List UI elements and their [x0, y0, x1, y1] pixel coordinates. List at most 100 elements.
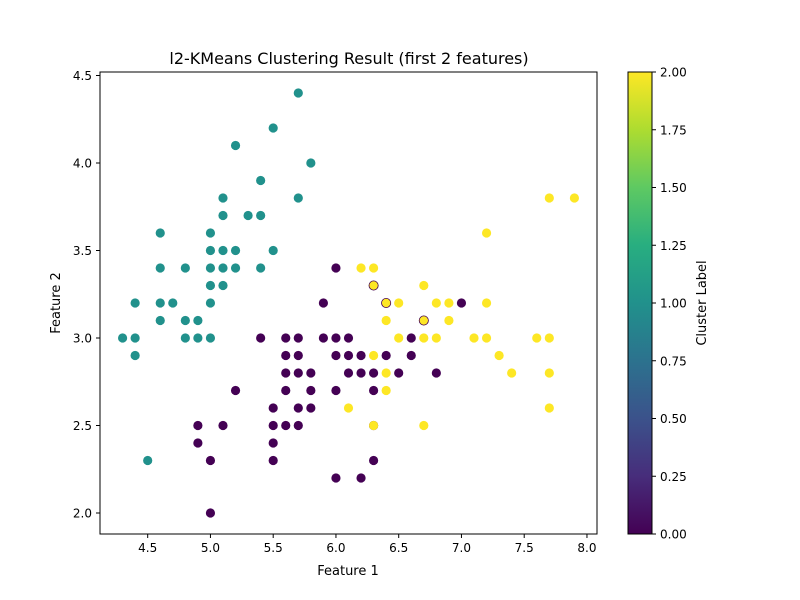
- scatter-point-cluster-0: [293, 333, 303, 343]
- scatter-point-cluster-0: [331, 333, 341, 343]
- scatter-point-cluster-2: [431, 333, 441, 343]
- scatter-point-cluster-0: [318, 333, 328, 343]
- scatter-point-cluster-0: [268, 438, 278, 448]
- scatter-point-cluster-0: [343, 368, 354, 378]
- scatter-point-cluster-0: [356, 350, 366, 361]
- points-layer: [117, 88, 580, 518]
- x-tick-label: 5.5: [264, 541, 283, 555]
- colorbar-tick-label: 1.25: [660, 239, 687, 253]
- scatter-point-cluster-0: [281, 420, 291, 431]
- scatter-point-cluster-1: [293, 193, 303, 203]
- scatter-point-cluster-0: [431, 368, 441, 378]
- colorbar-tick-label: 1.50: [660, 181, 687, 195]
- scatter-point-cluster-1: [306, 158, 316, 168]
- scatter-point-cluster-0: [331, 263, 341, 273]
- scatter-point-cluster-0: [293, 368, 303, 378]
- y-axis: 2.0 2.5 3.0 3.5 4.0 4.5: [73, 69, 100, 521]
- scatter-point-cluster-1: [130, 350, 140, 361]
- scatter-point-cluster-0: [293, 403, 303, 413]
- scatter-point-cluster-1: [193, 333, 203, 343]
- scatter-point-cluster-1: [205, 280, 216, 291]
- scatter-point-cluster-2: [569, 193, 580, 203]
- scatter-point-cluster-2: [369, 350, 379, 361]
- scatter-point-cluster-1: [268, 123, 278, 133]
- scatter-point-cluster-0: [306, 385, 316, 396]
- x-tick-label: 4.5: [138, 541, 157, 555]
- scatter-point-cluster-0: [381, 350, 391, 361]
- scatter-point-cluster-1: [230, 245, 241, 256]
- scatter-point-cluster-0: [293, 420, 303, 431]
- scatter-point-cluster-1: [205, 245, 216, 256]
- scatter-point-cluster-2: [419, 420, 429, 431]
- scatter-point-cluster-1: [117, 333, 128, 343]
- colorbar-label: Cluster Label: [695, 260, 710, 345]
- scatter-point-cluster-1: [180, 263, 190, 273]
- scatter-point-cluster-1: [218, 263, 228, 273]
- scatter-point-cluster-1: [256, 210, 266, 221]
- plot-frame: [100, 72, 597, 534]
- scatter-point-cluster-1: [205, 298, 216, 308]
- scatter-point-cluster-1: [155, 298, 165, 308]
- scatter-point-cluster-0: [331, 350, 341, 361]
- x-tick-label: 7.5: [515, 541, 534, 555]
- scatter-point-cluster-2: [419, 333, 429, 343]
- colorbar-tick-label: 0.50: [660, 412, 687, 426]
- scatter-point-cluster-0: [369, 455, 379, 466]
- scatter-point-overlap-outline: [418, 315, 429, 326]
- scatter-point-cluster-0: [318, 298, 328, 308]
- scatter-point-cluster-0: [256, 333, 266, 343]
- scatter-point-cluster-0: [406, 333, 416, 343]
- scatter-point-cluster-2: [532, 333, 542, 343]
- y-tick-label: 3.0: [73, 332, 92, 346]
- y-tick-label: 2.0: [73, 507, 92, 521]
- colorbar-gradient: [627, 71, 653, 535]
- scatter-point-cluster-1: [218, 245, 228, 256]
- scatter-point-overlap-outline: [368, 280, 379, 291]
- plot-border: [99, 71, 598, 535]
- scatter-point-cluster-2: [419, 280, 429, 291]
- scatter-point-cluster-2: [381, 385, 391, 396]
- scatter-point-cluster-0: [281, 350, 291, 361]
- x-tick-label: 5.0: [201, 541, 220, 555]
- scatter-point-cluster-1: [193, 315, 203, 326]
- x-axis: 4.5 5.0 5.5 6.0 6.5 7.0 7.5 8.0: [138, 534, 597, 555]
- x-tick-label: 8.0: [577, 541, 596, 555]
- colorbar-tick-label: 1.75: [660, 123, 687, 137]
- scatter-point-cluster-2: [544, 333, 554, 343]
- x-axis-label: Feature 1: [317, 564, 379, 579]
- scatter-point-cluster-1: [155, 263, 165, 273]
- y-tick-label: 4.5: [73, 69, 92, 83]
- colorbar-tick-label: 1.00: [660, 297, 687, 311]
- y-tick-label: 2.5: [73, 419, 92, 433]
- scatter-point-overlap-outline: [381, 297, 392, 308]
- colorbar-tick-label: 0.25: [660, 470, 687, 484]
- scatter-point-cluster-2: [507, 368, 517, 378]
- scatter-point-cluster-1: [155, 315, 165, 326]
- scatter-point-cluster-1: [205, 333, 216, 343]
- scatter-point-cluster-2: [419, 315, 429, 326]
- scatter-point-cluster-2: [394, 298, 404, 308]
- scatter-point-cluster-1: [218, 280, 228, 291]
- scatter-point-cluster-2: [431, 298, 441, 308]
- scatter-point-cluster-0: [331, 473, 341, 483]
- scatter-point-cluster-1: [230, 140, 241, 151]
- scatter-point-cluster-1: [180, 333, 190, 343]
- plot-area: 4.5 5.0 5.5 6.0 6.5 7.0 7.5 8.0 2.0 2.5 3.0 3.5 4.0…: [73, 69, 598, 555]
- scatter-point-cluster-1: [155, 228, 165, 238]
- scatter-point-cluster-0: [268, 403, 278, 413]
- scatter-point-cluster-2: [481, 228, 492, 238]
- scatter-point-cluster-2: [369, 280, 379, 291]
- scatter-point-cluster-1: [218, 210, 228, 221]
- scatter-point-cluster-1: [243, 210, 253, 221]
- y-axis-label: Feature 2: [49, 272, 64, 334]
- scatter-point-cluster-2: [544, 403, 554, 413]
- x-tick-label: 6.0: [326, 541, 345, 555]
- scatter-point-cluster-0: [356, 473, 366, 483]
- scatter-point-cluster-1: [256, 263, 266, 273]
- scatter-point-cluster-0: [369, 385, 379, 396]
- scatter-point-cluster-2: [369, 263, 379, 273]
- scatter-point-cluster-0: [456, 298, 467, 308]
- scatter-point-cluster-0: [205, 508, 216, 518]
- scatter-point-cluster-0: [218, 420, 228, 431]
